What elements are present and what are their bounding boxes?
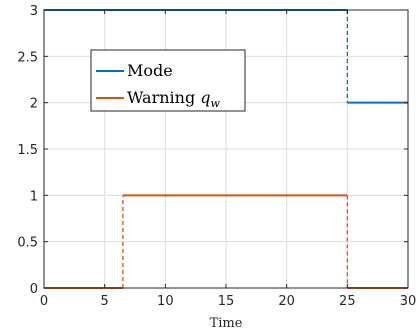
x-tick-label-2: 10 [157,294,174,309]
x-tick-label-1: 5 [101,294,109,309]
y-tick-label-1: 0.5 [17,236,38,251]
x-tick-label-5: 25 [339,294,356,309]
legend-box [90,49,246,112]
y-tick-label-4: 2 [30,97,38,112]
y-tick-label-5: 2.5 [17,50,38,65]
legend: Mode Warning qw [90,49,246,112]
y-tick-label-3: 1.5 [17,143,38,158]
y-tick-label-2: 1 [30,189,38,204]
legend-label-warning: Warning qw [127,88,221,110]
legend-label-warning-main: Warning [127,88,200,107]
x-axis-title: Time [210,316,243,331]
x-tick-label-6: 30 [400,294,417,309]
legend-label-warning-symbol: q [200,88,210,107]
ticks: 0 5 10 15 20 25 30 0 0.5 1 1.5 2 2.5 3 [17,4,416,309]
y-tick-label-6: 3 [30,4,38,19]
legend-label-mode: Mode [127,61,173,80]
x-tick-label-4: 20 [278,294,295,309]
x-tick-label-0: 0 [40,294,48,309]
x-tick-label-3: 15 [218,294,235,309]
y-tick-label-0: 0 [30,282,38,297]
legend-label-warning-subscript: w [211,97,221,110]
